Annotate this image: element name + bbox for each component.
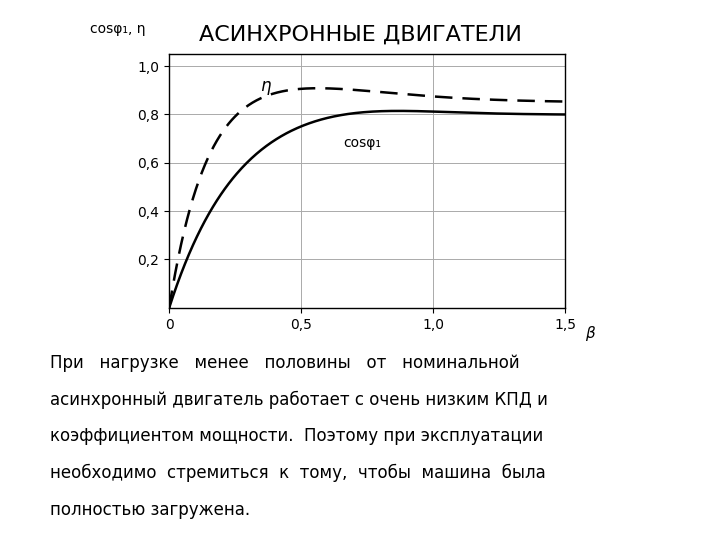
Text: cosφ₁, η: cosφ₁, η	[90, 22, 145, 36]
Text: cosφ₁: cosφ₁	[343, 136, 382, 150]
Text: β: β	[585, 326, 595, 341]
Text: АСИНХРОННЫЕ ДВИГАТЕЛИ: АСИНХРОННЫЕ ДВИГАТЕЛИ	[199, 24, 521, 44]
Text: При   нагрузке   менее   половины   от   номинальной: При нагрузке менее половины от номинальн…	[50, 354, 520, 372]
Text: η: η	[261, 77, 271, 94]
Text: асинхронный двигатель работает с очень низким КПД и: асинхронный двигатель работает с очень н…	[50, 390, 548, 409]
Text: необходимо  стремиться  к  тому,  чтобы  машина  была: необходимо стремиться к тому, чтобы маши…	[50, 464, 546, 482]
Text: коэффициентом мощности.  Поэтому при эксплуатации: коэффициентом мощности. Поэтому при эксп…	[50, 427, 544, 445]
Text: полностью загружена.: полностью загружена.	[50, 501, 251, 518]
